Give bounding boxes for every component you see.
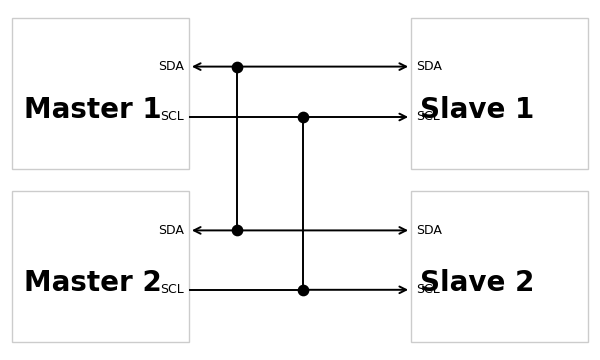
FancyBboxPatch shape [411,18,588,169]
Text: Master 1: Master 1 [24,96,161,124]
Point [298,287,308,293]
Text: SCL: SCL [416,283,440,296]
Text: SCL: SCL [160,111,184,123]
FancyBboxPatch shape [411,191,588,342]
Point [232,228,242,233]
Text: Slave 2: Slave 2 [420,269,535,297]
Text: Slave 1: Slave 1 [420,96,534,124]
Text: Master 2: Master 2 [24,269,162,297]
Text: SDA: SDA [158,224,184,237]
Text: SCL: SCL [416,111,440,123]
FancyBboxPatch shape [12,18,189,169]
Text: SCL: SCL [160,283,184,296]
Text: SDA: SDA [416,224,442,237]
Text: SDA: SDA [158,60,184,73]
Point [232,64,242,69]
Point [298,114,308,120]
Text: SDA: SDA [416,60,442,73]
FancyBboxPatch shape [12,191,189,342]
